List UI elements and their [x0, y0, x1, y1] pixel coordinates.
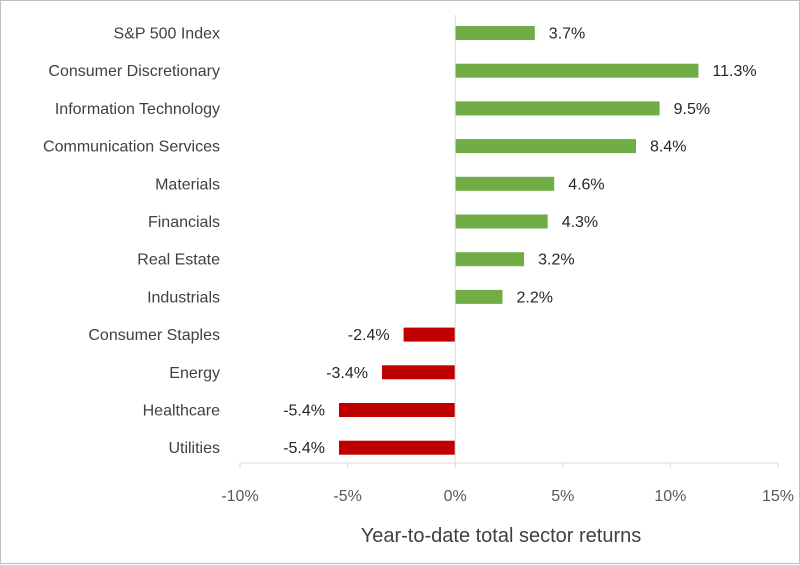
category-label: Real Estate — [137, 252, 220, 269]
category-label: Utilities — [168, 440, 220, 457]
data-label: -3.4% — [326, 365, 368, 382]
x-tick-label: 0% — [444, 488, 467, 505]
category-label: Industrials — [147, 289, 220, 306]
axis-layer: -10% -5% 0% 5% 10% 15% — [221, 15, 794, 505]
data-label: 11.3% — [712, 63, 756, 80]
data-label: 9.5% — [674, 101, 710, 118]
category-label: Consumer Staples — [88, 327, 220, 344]
data-label: 4.6% — [568, 176, 604, 193]
x-tick-label: 15% — [762, 488, 794, 505]
data-label: 8.4% — [650, 139, 686, 156]
data-label: -5.4% — [283, 440, 325, 457]
category-label: Materials — [155, 176, 220, 193]
bar — [339, 403, 456, 417]
bar — [455, 252, 525, 267]
category-label: Communication Services — [43, 139, 220, 156]
category-label: Healthcare — [143, 403, 220, 420]
bar — [339, 440, 456, 455]
data-label: 3.7% — [549, 26, 585, 43]
x-tick-label: 5% — [551, 488, 574, 505]
bars-layer — [339, 26, 699, 455]
x-tick-label: -10% — [221, 488, 258, 505]
category-label: Financials — [148, 214, 220, 231]
data-label: 3.2% — [538, 252, 574, 269]
category-label: Information Technology — [55, 101, 220, 118]
x-tick-label: -5% — [333, 488, 361, 505]
category-label: Consumer Discretionary — [48, 63, 220, 80]
bar — [382, 365, 456, 380]
bar — [403, 327, 456, 342]
x-axis-title: Year-to-date total sector returns — [361, 525, 642, 547]
bar — [455, 63, 699, 78]
bar — [455, 214, 548, 229]
bar — [455, 289, 503, 304]
category-label: S&P 500 Index — [114, 26, 220, 43]
labels-layer: S&P 500 Index 3.7% Consumer Discretionary 1… — [43, 26, 757, 458]
bar — [455, 26, 535, 40]
category-label: Energy — [169, 365, 220, 382]
bar — [455, 139, 636, 154]
x-tick-label: 10% — [654, 488, 686, 505]
data-label: -5.4% — [283, 403, 325, 420]
data-label: -2.4% — [348, 327, 390, 344]
data-label: 4.3% — [562, 214, 598, 231]
bar — [455, 101, 660, 116]
data-label: 2.2% — [517, 289, 553, 306]
bar — [455, 176, 555, 191]
